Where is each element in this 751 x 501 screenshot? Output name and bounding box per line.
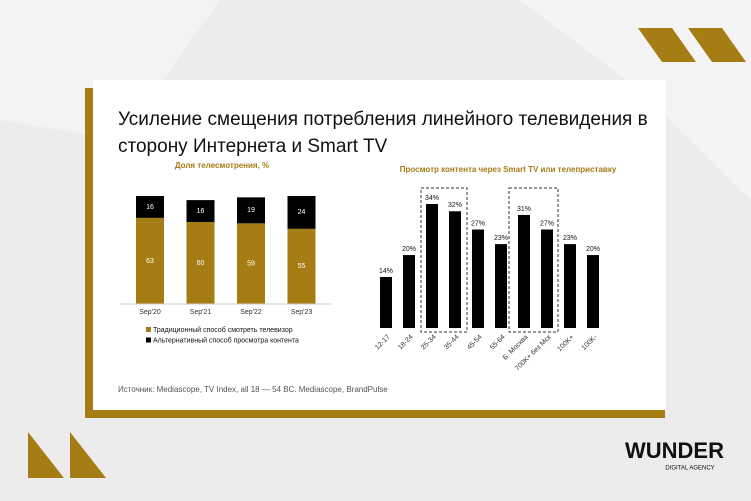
bar <box>449 211 461 328</box>
source: Источник: Mediascope, TV Index, all 18 —… <box>118 385 388 394</box>
value-label: 60 <box>197 260 205 267</box>
value-label: 27% <box>471 220 485 227</box>
value-label: 16 <box>197 208 205 215</box>
bar <box>587 255 599 328</box>
x-tick-label: Sep'23 <box>291 309 313 316</box>
value-label: 31% <box>517 206 531 213</box>
value-label: 16 <box>146 204 154 211</box>
value-label: 32% <box>448 202 462 209</box>
bar-segment <box>237 197 265 224</box>
bar-segment <box>287 196 316 229</box>
value-label: 14% <box>379 268 393 275</box>
value-label: 19 <box>247 207 255 214</box>
x-tick-label: Sep'20 <box>139 309 161 316</box>
bar <box>518 214 530 328</box>
x-tick-label: Sep'22 <box>240 309 262 316</box>
value-label: 34% <box>425 195 439 202</box>
value-label: 20% <box>402 246 416 253</box>
value-label: 20% <box>586 246 600 253</box>
x-tick-label: Sep'21 <box>190 309 212 316</box>
value-label: 23% <box>494 235 508 242</box>
bar-segment <box>237 223 265 304</box>
value-label: 63 <box>146 258 154 265</box>
legend-label: Альтернативный способ просмотра контента <box>153 336 299 344</box>
bar-segment <box>136 217 164 304</box>
value-label: 27% <box>540 220 554 227</box>
decor <box>638 28 696 62</box>
decor <box>70 432 106 478</box>
bar <box>564 244 576 328</box>
slide-title: Усиление смещения потребления линейного … <box>118 109 648 157</box>
bg-shape <box>520 0 751 200</box>
value-label: 59 <box>247 261 255 268</box>
bar-segment <box>186 200 215 222</box>
legend-swatch <box>146 327 151 332</box>
chart-title: Доля телесмотрения, % <box>175 161 269 170</box>
chart-title: Просмотр контента через Smart TV или тел… <box>400 165 617 174</box>
value-label: 23% <box>563 235 577 242</box>
bar <box>403 255 415 328</box>
bg-shape <box>0 0 220 140</box>
decor <box>688 28 746 62</box>
highlight-box <box>420 187 468 333</box>
legend-swatch <box>146 337 151 343</box>
logo-tagline: DIGITAL AGENCY <box>665 466 714 472</box>
bar <box>495 244 507 328</box>
logo: WUNDER <box>625 438 724 463</box>
highlight-box <box>508 187 559 333</box>
bar-segment <box>136 196 164 218</box>
bar <box>380 276 392 328</box>
value-label: 24 <box>298 209 306 216</box>
bar <box>541 229 553 328</box>
decor <box>28 432 64 478</box>
value-label: 55 <box>298 263 306 270</box>
bar-segment <box>186 221 215 304</box>
legend-label: Традиционный способ смотреть телевизор <box>153 326 293 334</box>
bar <box>426 204 438 328</box>
bar-segment <box>287 228 316 304</box>
bar <box>472 229 484 328</box>
